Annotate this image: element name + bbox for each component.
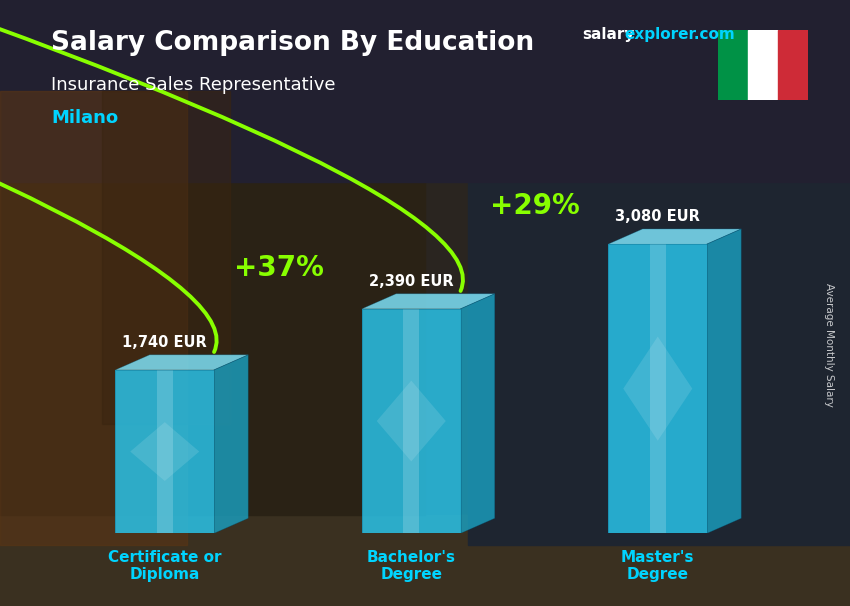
Text: Milano: Milano [51, 109, 118, 127]
Polygon shape [214, 355, 248, 533]
Bar [0, 91, 187, 545]
Bar [718, 30, 748, 100]
Polygon shape [130, 422, 199, 481]
Bar [0, 515, 850, 606]
Polygon shape [609, 244, 707, 533]
Text: Average Monthly Salary: Average Monthly Salary [824, 284, 834, 407]
Polygon shape [362, 309, 461, 533]
Polygon shape [650, 244, 666, 533]
Polygon shape [609, 229, 741, 244]
Bar [468, 152, 850, 545]
Text: salary: salary [582, 27, 635, 42]
Polygon shape [623, 336, 692, 441]
Bar [0, 182, 425, 515]
Text: +29%: +29% [490, 192, 580, 221]
Text: 1,740 EUR: 1,740 EUR [122, 335, 207, 350]
Bar [778, 30, 807, 100]
Bar [748, 30, 778, 100]
Text: +37%: +37% [234, 255, 324, 282]
Polygon shape [116, 370, 214, 533]
Text: 3,080 EUR: 3,080 EUR [615, 209, 700, 224]
Text: 2,390 EUR: 2,390 EUR [369, 273, 454, 288]
Polygon shape [362, 294, 495, 309]
Polygon shape [404, 309, 419, 533]
Text: explorer.com: explorer.com [625, 27, 735, 42]
Polygon shape [116, 355, 248, 370]
Polygon shape [461, 294, 495, 533]
Text: Insurance Sales Representative: Insurance Sales Representative [51, 76, 336, 94]
Polygon shape [377, 381, 445, 461]
Polygon shape [157, 370, 173, 533]
Bar [0, 0, 850, 182]
Polygon shape [707, 229, 741, 533]
Text: Salary Comparison By Education: Salary Comparison By Education [51, 30, 534, 56]
Bar [102, 91, 230, 424]
